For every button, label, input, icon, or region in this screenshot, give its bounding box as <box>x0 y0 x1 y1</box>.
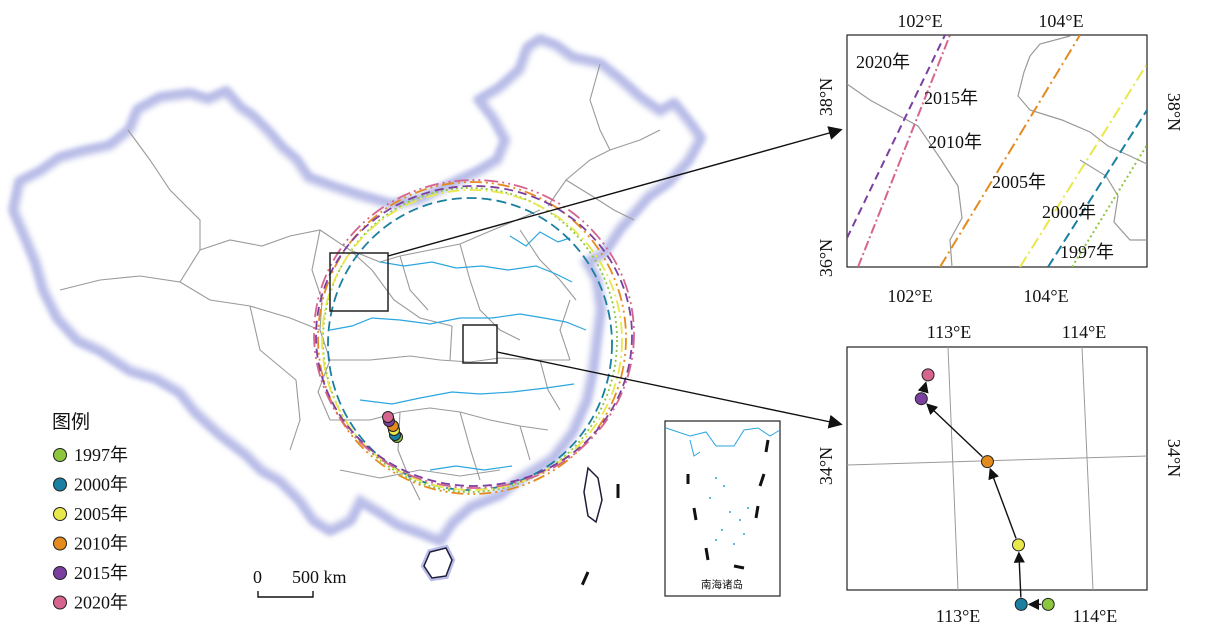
trajectory-arrow <box>988 467 1017 539</box>
main-centers <box>382 411 403 443</box>
zoom-box-north <box>329 252 389 312</box>
legend-label: 2015年 <box>74 563 128 583</box>
bot-top-tick-113: 113°E <box>927 322 972 342</box>
label-1997: 1997年 <box>1060 242 1114 262</box>
legend-swatch <box>53 595 67 610</box>
bot-top-tick-114: 114°E <box>1062 322 1107 342</box>
legend-label: 2020年 <box>74 593 128 613</box>
center-point-2010 <box>980 455 994 469</box>
legend-swatch <box>53 477 67 492</box>
gridline-114e <box>1081 347 1094 590</box>
legend: 图例 1997年 2000年 2005年 2010年 2015年 2020年 <box>52 411 128 613</box>
rivers <box>329 231 587 471</box>
sea-boundary <box>578 484 620 591</box>
legend-label: 1997年 <box>74 445 128 465</box>
legend-swatch <box>53 507 67 521</box>
top-tick-104: 104°E <box>1038 11 1083 31</box>
legend-swatch <box>53 566 67 580</box>
gridline-34n <box>847 455 1147 466</box>
ellipses <box>313 179 635 495</box>
trajectory-arrow <box>926 403 983 458</box>
china-map <box>9 34 706 591</box>
label-2015: 2015年 <box>924 88 978 108</box>
legend-swatch <box>53 448 67 462</box>
center-point-2020 <box>921 368 935 382</box>
right-tick-38: 38°N <box>1164 93 1184 131</box>
bot-right-tick-34: 34°N <box>1164 439 1184 477</box>
trajectory-arrow <box>1013 551 1025 598</box>
bot-left-tick-34: 34°N <box>816 447 836 485</box>
inset-bottom: 113°E 114°E 113°E 114°E 34°N 34°N <box>816 322 1184 626</box>
left-tick-38: 38°N <box>816 78 836 116</box>
arrow-to-bottom-inset <box>496 351 843 429</box>
arrow-to-top-inset <box>387 126 843 257</box>
scs-label: 南海诸岛 <box>701 578 743 591</box>
main-center-2020 <box>382 411 394 423</box>
gridline-113e <box>947 347 959 590</box>
inset-top: 2020年 2015年 2010年 2005年 2000年 1997年 102°… <box>816 11 1184 306</box>
center-point-2005 <box>1012 538 1025 552</box>
legend-label: 2010年 <box>74 534 128 554</box>
legend-label: 2005年 <box>74 504 128 524</box>
left-tick-36: 36°N <box>816 239 836 277</box>
label-2010: 2010年 <box>928 132 982 152</box>
bot-bottom-tick-114: 114°E <box>1073 606 1118 626</box>
bottom-tick-102: 102°E <box>887 286 932 306</box>
center-point-2000 <box>1014 597 1028 611</box>
legend-title: 图例 <box>52 411 90 433</box>
label-2005: 2005年 <box>992 172 1046 192</box>
bot-bottom-tick-113: 113°E <box>936 606 981 626</box>
bottom-tick-104: 104°E <box>1023 286 1068 306</box>
label-2020: 2020年 <box>856 52 910 72</box>
center-point-2015 <box>914 392 928 406</box>
label-2000: 2000年 <box>1042 202 1096 222</box>
scale-bar: 0 500 km <box>253 567 347 598</box>
province-boundaries <box>59 63 661 501</box>
trajectory-arrow <box>917 381 929 394</box>
scale-zero: 0 <box>253 567 262 587</box>
zoom-box-center <box>462 324 498 364</box>
scs-inset: 南海诸岛 <box>664 420 781 597</box>
scale-label: 500 km <box>292 567 347 587</box>
legend-swatch <box>53 536 67 551</box>
legend-label: 2000年 <box>74 475 128 495</box>
top-tick-102: 102°E <box>897 11 942 31</box>
center-point-1997 <box>1041 597 1055 611</box>
